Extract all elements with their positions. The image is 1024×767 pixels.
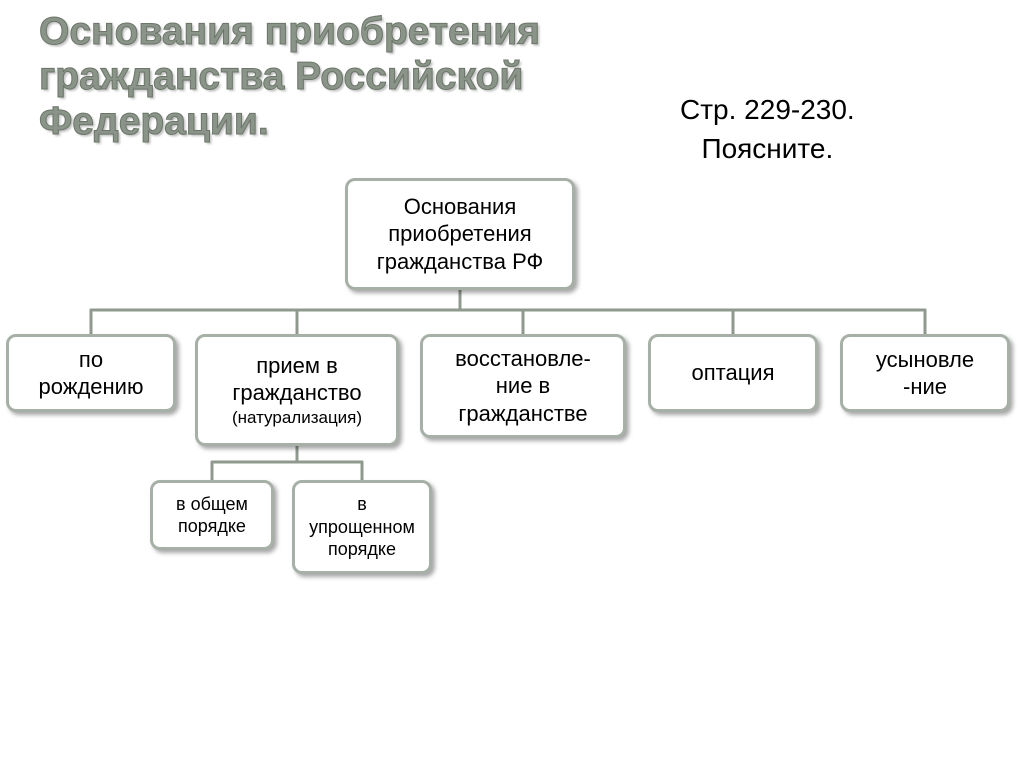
node-general-order: в общемпорядке <box>150 480 274 550</box>
node-optation: оптация <box>648 334 818 412</box>
page-reference: Стр. 229-230. Поясните. <box>680 90 855 168</box>
slide-title: Основания приобретениягражданства Россий… <box>39 10 540 145</box>
node-root: Основанияприобретениягражданства РФ <box>345 178 575 290</box>
node-adoption: усыновле-ние <box>840 334 1010 412</box>
node-admission: прием вгражданство(натурализация) <box>195 334 399 446</box>
node-by-birth: порождению <box>6 334 176 412</box>
node-simplified-order: вупрощенномпорядке <box>292 480 432 574</box>
node-restoration: восстановле-ние вгражданстве <box>420 334 626 438</box>
page-reference-line1: Стр. 229-230. <box>680 90 855 129</box>
page-reference-line2: Поясните. <box>680 129 855 168</box>
